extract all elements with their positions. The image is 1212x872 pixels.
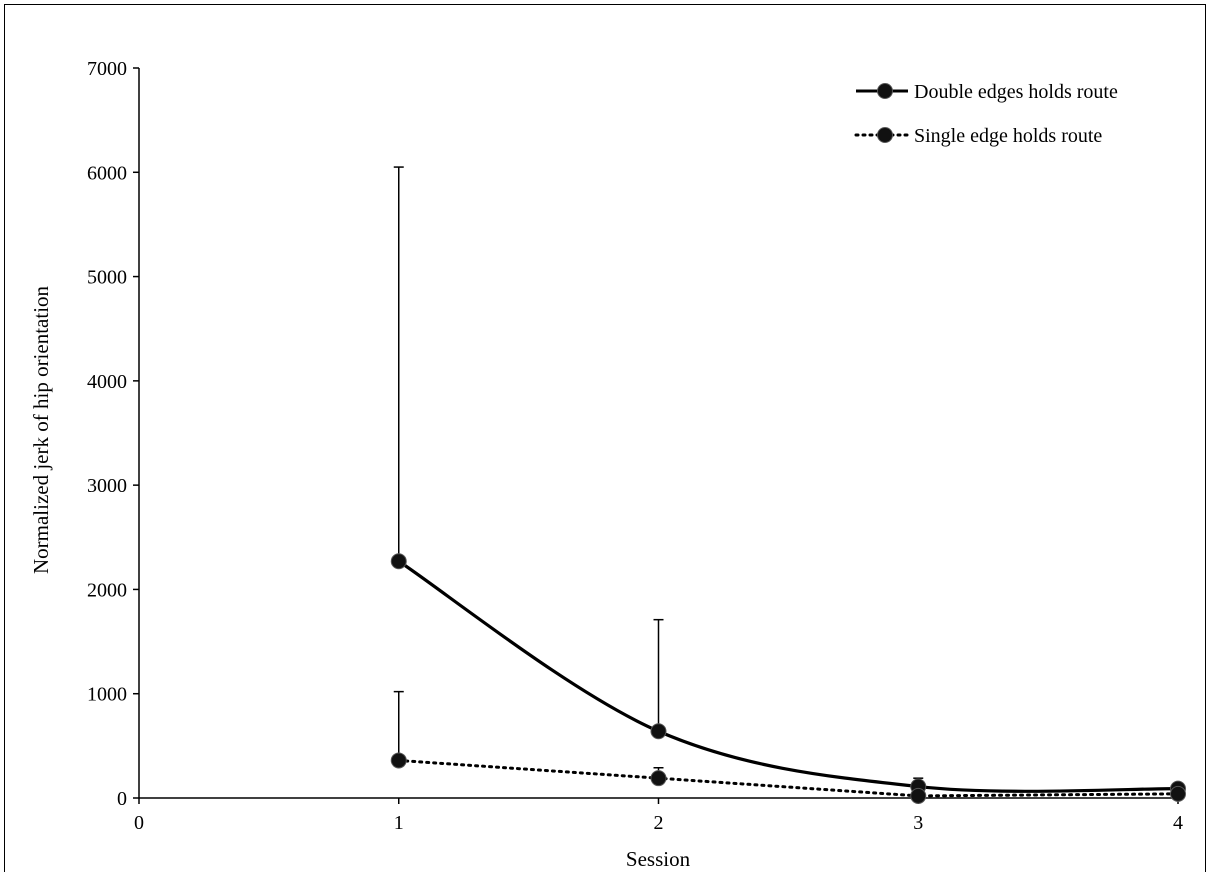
data-point bbox=[1170, 785, 1186, 802]
error-bars bbox=[393, 166, 1183, 796]
x-ticks: 0 1 2 3 4 bbox=[134, 798, 1183, 834]
y-axis-title: Normalized jerk of hip orientation bbox=[29, 285, 53, 574]
x-tick-label: 0 bbox=[134, 812, 144, 834]
data-point bbox=[910, 787, 927, 804]
legend-label: Double edges holds route bbox=[914, 81, 1118, 103]
data-point bbox=[390, 752, 407, 769]
y-tick-label: 0 bbox=[117, 788, 127, 810]
y-tick-label: 4000 bbox=[87, 371, 127, 393]
x-tick-label: 4 bbox=[1173, 812, 1183, 834]
legend: Double edges holds route Single edge hold… bbox=[854, 81, 1118, 147]
y-tick-label: 3000 bbox=[87, 475, 127, 497]
series-line-0 bbox=[397, 559, 1179, 793]
y-tick-label: 2000 bbox=[87, 579, 127, 601]
legend-swatch-marker bbox=[877, 127, 893, 143]
legend-label: Single edge holds route bbox=[914, 125, 1102, 147]
legend-swatch-marker bbox=[877, 83, 893, 99]
x-tick-label: 2 bbox=[654, 812, 664, 834]
chart-frame bbox=[4, 4, 1206, 872]
series-markers bbox=[390, 553, 1186, 804]
y-tick-label: 7000 bbox=[87, 58, 127, 80]
data-point bbox=[390, 553, 407, 570]
series-lines bbox=[397, 559, 1180, 798]
x-tick-label: 1 bbox=[394, 812, 404, 834]
data-point bbox=[650, 770, 667, 787]
y-ticks: 0 1000 2000 3000 4000 5000 6000 7000 bbox=[87, 58, 139, 810]
x-axis-title: Session bbox=[626, 847, 691, 871]
y-tick-label: 5000 bbox=[87, 267, 127, 289]
y-tick-label: 1000 bbox=[87, 684, 127, 706]
y-tick-label: 6000 bbox=[87, 162, 127, 184]
x-tick-label: 3 bbox=[913, 812, 923, 834]
series-line-1 bbox=[397, 758, 1180, 798]
data-point bbox=[650, 723, 667, 740]
